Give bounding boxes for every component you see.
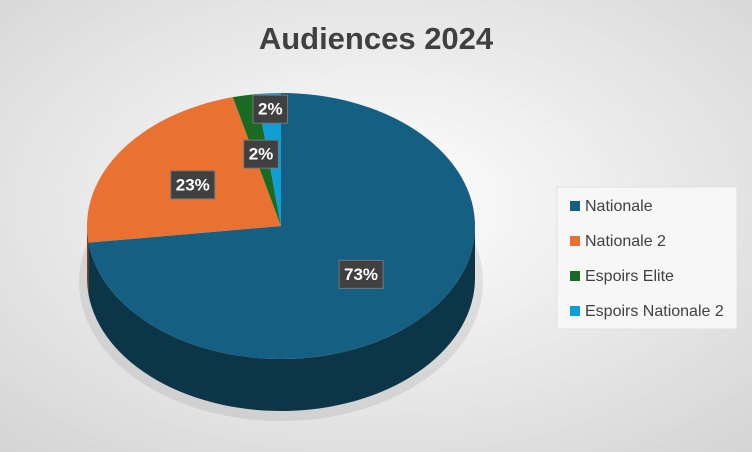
legend-swatch [570,271,580,281]
data-label-group: 23% [170,170,216,200]
data-label-box [252,94,289,124]
data-label-box [243,139,279,169]
data-label-box [338,259,384,289]
legend-label: Nationale 2 [585,233,666,250]
data-label: 23% [176,175,210,194]
pie-side [88,226,475,411]
data-label-group: 2% [252,94,289,124]
legend-label: Espoirs Elite [585,268,674,285]
legend-label: Espoirs Nationale 2 [585,303,724,320]
data-label-group: 73% [338,259,384,289]
data-label: 2% [258,100,283,119]
data-label: 73% [344,265,378,284]
data-label-group: 2% [243,139,279,169]
pie-slice [86,97,281,243]
pie-side [87,226,89,295]
legend-swatch [570,236,580,246]
data-label: 2% [249,145,274,164]
legend-swatch [570,306,580,316]
data-label-box [170,170,216,200]
pie-slice [88,93,475,360]
legend-label: Nationale [585,198,653,215]
chart-title: Audiences 2024 [259,21,494,56]
legend-swatch [570,201,580,211]
legend-box [556,186,738,330]
